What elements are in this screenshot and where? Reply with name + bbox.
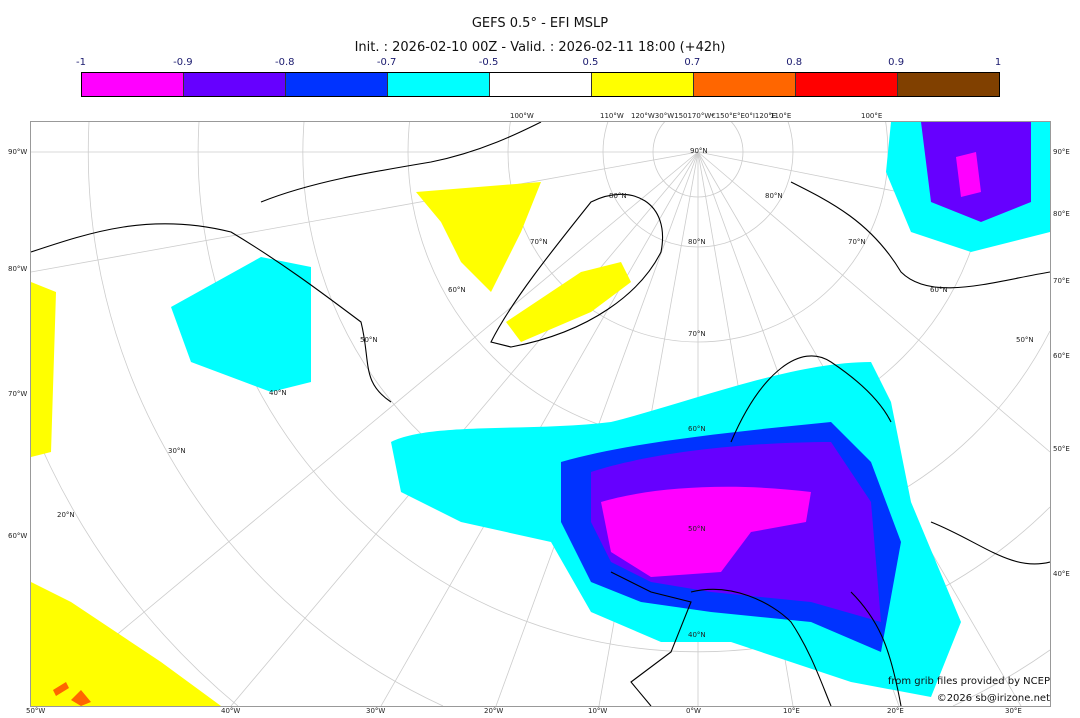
lat-label: 50°N xyxy=(360,336,378,344)
colorbar-tick: -0.7 xyxy=(376,57,397,68)
efi-fields xyxy=(31,122,1050,706)
colorbar-swatch xyxy=(898,73,999,96)
left-lon-label: 90°W xyxy=(8,148,28,156)
colorbar-swatch xyxy=(796,73,898,96)
bottom-lon-label: 0°W xyxy=(686,707,701,715)
top-lon-label: 100°W xyxy=(510,112,534,120)
colorbar-tick: -0.5 xyxy=(478,57,499,68)
bottom-lon-label: 40°W xyxy=(221,707,241,715)
lat-label: 60°N xyxy=(448,286,466,294)
top-lon-label: 120°W30°W150170°W€150°E°E0°I120°E xyxy=(631,112,777,120)
bottom-lon-label: 50°W xyxy=(26,707,46,715)
bottom-lon-label: 10°E xyxy=(783,707,800,715)
colorbar-tick: 1 xyxy=(994,57,1002,68)
bottom-lon-label: 30°W xyxy=(366,707,386,715)
lat-label: 80°N xyxy=(609,192,627,200)
lat-label: 80°N xyxy=(688,238,706,246)
right-lon-label: 50°E xyxy=(1053,445,1070,453)
colorbar-tick: -0.9 xyxy=(173,57,193,68)
left-lon-label: 70°W xyxy=(8,390,28,398)
left-lon-label: 80°W xyxy=(8,265,28,273)
lat-label: 70°N xyxy=(848,238,866,246)
colorbar-tick: 0.8 xyxy=(786,57,803,68)
map-panel: 90°N 80°N 70°N 60°N 50°N 40°N 30°N 20°N 80°N 70°N… xyxy=(30,121,1051,707)
colorbar-swatch xyxy=(388,73,490,96)
top-lon-label: 110°W xyxy=(600,112,624,120)
chart-title: GEFS 0.5° - EFI MSLP xyxy=(471,16,609,31)
top-lon-label: 110°E xyxy=(770,112,792,120)
bottom-lon-label: 20°E xyxy=(887,707,904,715)
graticule xyxy=(31,122,1050,706)
lat-label: 50°N xyxy=(1016,336,1034,344)
lat-label: 80°N xyxy=(765,192,783,200)
right-lon-label: 80°E xyxy=(1053,210,1070,218)
coastlines xyxy=(31,122,1050,706)
colorbar-swatch xyxy=(592,73,694,96)
lat-label: 50°N xyxy=(688,525,706,533)
credit-source: from grib files provided by NCEP xyxy=(887,676,1050,687)
chart-subtitle: Init. : 2026-02-10 00Z - Valid. : 2026-0… xyxy=(354,40,726,55)
lat-label: 70°N xyxy=(688,330,706,338)
colorbar-swatch xyxy=(286,73,388,96)
colorbar-tick: 0.9 xyxy=(888,57,905,68)
lat-label: 30°N xyxy=(168,447,186,455)
colorbar-tick: 0.7 xyxy=(684,57,701,68)
left-lon-label: 60°W xyxy=(8,532,28,540)
lat-label: 20°N xyxy=(57,511,75,519)
lat-label: 70°N xyxy=(530,238,548,246)
right-lon-label: 90°E xyxy=(1053,148,1070,156)
colorbar-swatch xyxy=(490,73,592,96)
bottom-lon-label: 30°E xyxy=(1005,707,1022,715)
colorbar-tick: -1 xyxy=(76,57,86,68)
colorbar xyxy=(81,72,1000,97)
colorbar-swatch xyxy=(82,73,184,96)
right-lon-label: 70°E xyxy=(1053,277,1070,285)
lat-label: 60°N xyxy=(688,425,706,433)
right-lon-label: 40°E xyxy=(1053,570,1070,578)
colorbar-swatch xyxy=(694,73,796,96)
map-svg xyxy=(31,122,1050,706)
colorbar-tick: 0.5 xyxy=(582,57,599,68)
colorbar-swatch xyxy=(184,73,286,96)
bottom-lon-label: 20°W xyxy=(484,707,504,715)
colorbar-tick: -0.8 xyxy=(275,57,295,68)
credit-copyright: ©2026 sb@irizone.net xyxy=(936,693,1050,704)
lat-label: 60°N xyxy=(930,286,948,294)
lat-label: 90°N xyxy=(690,147,708,155)
right-lon-label: 60°E xyxy=(1053,352,1070,360)
top-lon-label: 100°E xyxy=(861,112,883,120)
lat-label: 40°N xyxy=(269,389,287,397)
bottom-lon-label: 10°W xyxy=(588,707,608,715)
lat-label: 40°N xyxy=(688,631,706,639)
